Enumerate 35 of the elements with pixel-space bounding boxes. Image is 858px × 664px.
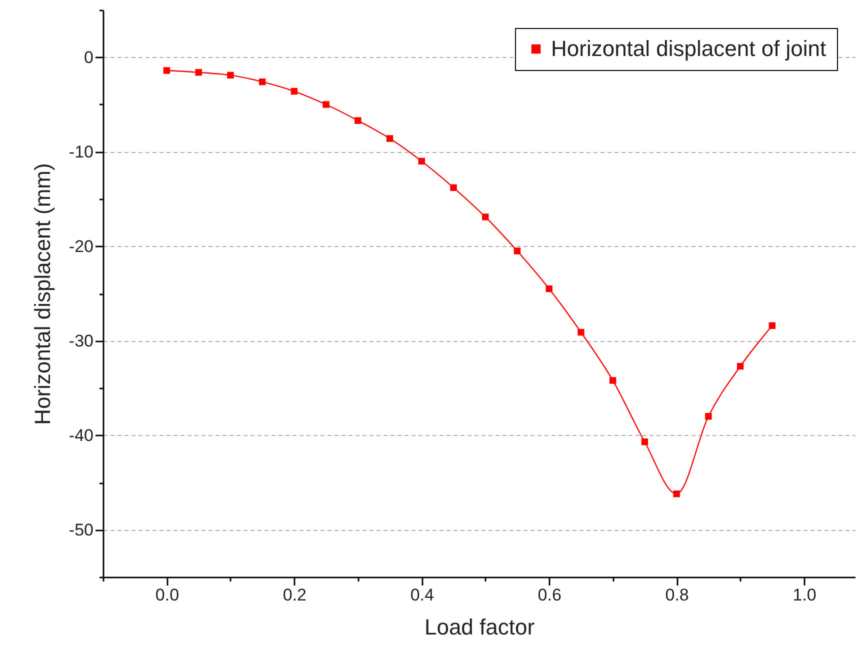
point (705, 412, 712, 420)
x-tick-label: 0.6 (538, 586, 562, 604)
point (227, 72, 234, 79)
point (195, 69, 202, 76)
x-tick-label: 1.0 (792, 586, 816, 604)
point (290, 88, 298, 95)
point (546, 285, 552, 292)
point (163, 67, 170, 74)
point (768, 322, 776, 329)
point (322, 101, 330, 108)
point (386, 135, 394, 142)
point (609, 377, 616, 384)
point (514, 248, 521, 254)
y-tick-label: -40 (68, 426, 94, 445)
x-axis-title: Load factor (424, 614, 535, 640)
y-tick-label: -30 (68, 331, 94, 350)
y-tick-label: -10 (68, 142, 94, 162)
x-tick-label: 0.0 (155, 586, 180, 604)
legend-label: Horizontal displacent of joint (551, 36, 826, 61)
x-tick-label: 0.4 (410, 586, 434, 604)
point (482, 214, 489, 220)
x-tick-label: 0.2 (282, 586, 307, 604)
point (450, 184, 457, 192)
point (258, 78, 266, 86)
point (354, 117, 362, 124)
point (418, 158, 425, 165)
x-tick-label: 0.8 (665, 586, 689, 604)
y-tick-label: -50 (68, 520, 94, 540)
point (641, 438, 648, 446)
point (673, 490, 680, 498)
point (736, 362, 744, 370)
y-tick-label: 0 (84, 48, 94, 67)
y-tick-label: -20 (68, 236, 94, 256)
y-axis-title: Horizontal displacent (mm) (30, 163, 55, 425)
point (578, 328, 584, 336)
